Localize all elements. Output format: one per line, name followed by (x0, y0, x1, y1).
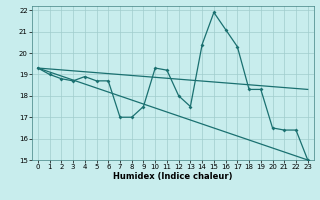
X-axis label: Humidex (Indice chaleur): Humidex (Indice chaleur) (113, 172, 233, 181)
